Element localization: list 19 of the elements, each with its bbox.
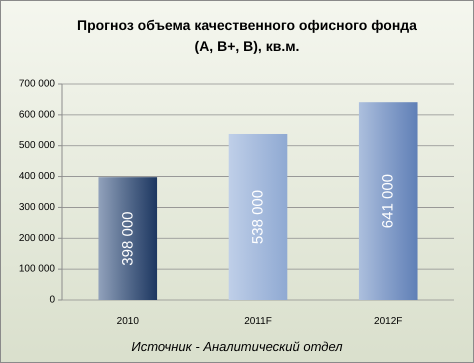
y-tick-label: 200 000 [18,232,56,244]
y-tick-label: 500 000 [18,140,56,152]
y-tick-label: 400 000 [18,171,56,182]
y-tick-label: 600 000 [18,109,56,120]
bar [228,134,288,300]
bar [98,177,158,300]
data-label: 398 000 [119,211,136,266]
x-tick-label: 2010 [116,316,140,327]
x-tick-label: 2012F [374,316,402,327]
y-tick-label: 300 000 [18,202,56,213]
y-tick-label: 700 000 [18,78,56,90]
y-tick-label: 100 000 [18,264,56,275]
bar [358,102,418,300]
x-tick-label: 2011F [244,316,272,327]
text: Источник - Аналитический отдел [131,339,344,354]
y-tick-label: 0 [49,294,56,306]
chart-title: Прогноз объема качественного офисного фонда (A, B+, B), кв.м. [77,17,418,54]
data-label: 641 000 [380,174,397,228]
data-label: 538 000 [250,190,266,244]
